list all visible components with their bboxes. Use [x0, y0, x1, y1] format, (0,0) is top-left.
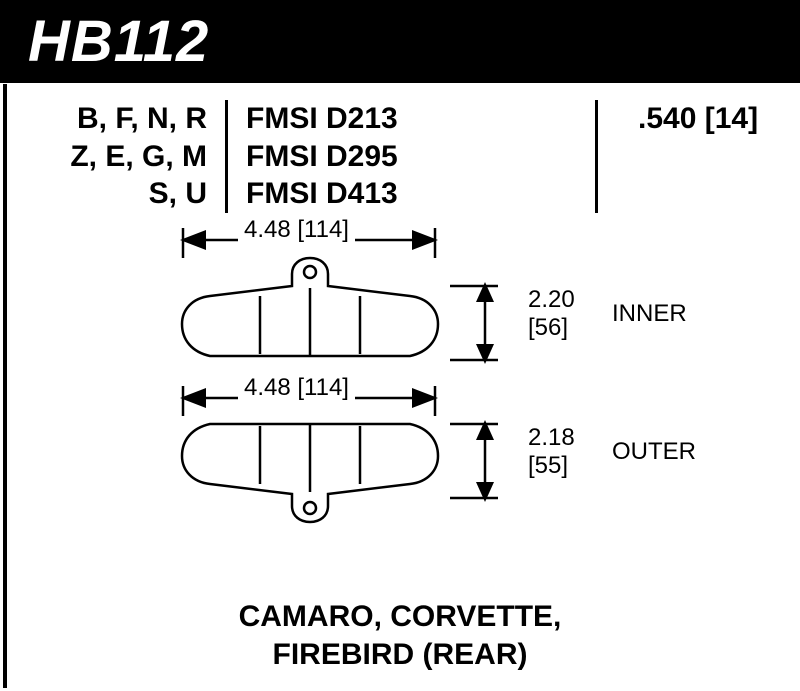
- thickness-value: .540 [14]: [638, 100, 800, 138]
- outer-height-dimension: [450, 418, 520, 506]
- compounds-line: Z, E, G, M: [0, 138, 207, 176]
- specs-row: B, F, N, R Z, E, G, M S, U FMSI D213 FMS…: [0, 100, 800, 213]
- inner-label: INNER: [612, 300, 687, 328]
- outer-height-value-mm: [55]: [528, 452, 568, 480]
- application-line: CAMARO, CORVETTE,: [0, 598, 800, 636]
- inner-height-value-in: 2.20: [528, 286, 575, 314]
- outer-pad-shape: [170, 410, 450, 528]
- inner-pad-shape: [170, 252, 450, 370]
- outer-height-value-in: 2.18: [528, 424, 575, 452]
- inner-width-label: 4.48 [114]: [238, 216, 355, 244]
- application-text: CAMARO, CORVETTE, FIREBIRD (REAR): [0, 598, 800, 673]
- thickness-column: .540 [14]: [595, 100, 800, 213]
- outer-width-label: 4.48 [114]: [238, 374, 355, 402]
- header-bar: HB112: [0, 0, 800, 83]
- fmsi-line: FMSI D213: [246, 100, 465, 138]
- fmsi-column: FMSI D213 FMSI D295 FMSI D413: [225, 100, 465, 213]
- outer-label: OUTER: [612, 438, 696, 466]
- application-line: FIREBIRD (REAR): [0, 636, 800, 674]
- fmsi-line: FMSI D413: [246, 175, 465, 213]
- part-number: HB112: [28, 9, 209, 74]
- inner-height-value-mm: [56]: [528, 314, 568, 342]
- compounds-line: S, U: [0, 175, 207, 213]
- inner-height-dimension: [450, 280, 520, 368]
- compounds-column: B, F, N, R Z, E, G, M S, U: [0, 100, 225, 213]
- fmsi-line: FMSI D295: [246, 138, 465, 176]
- compounds-line: B, F, N, R: [0, 100, 207, 138]
